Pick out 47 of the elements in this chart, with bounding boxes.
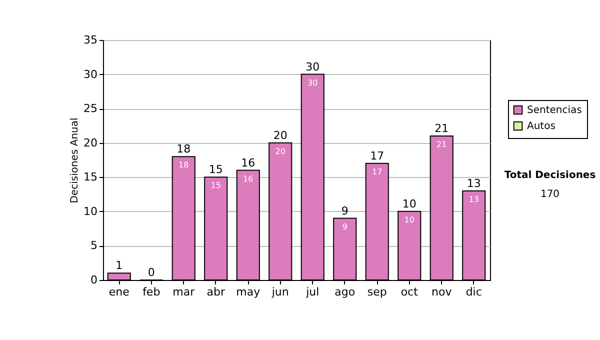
total-label: 18 xyxy=(176,142,191,156)
data-label: 30 xyxy=(308,78,318,88)
x-tick-label: nov xyxy=(432,286,452,298)
x-tick-label: ago xyxy=(334,286,356,298)
x-tick-label: dic xyxy=(466,286,482,298)
y-tick-label: 35 xyxy=(84,34,98,46)
text: Total Decisiones xyxy=(503,170,597,181)
total-label: 20 xyxy=(273,128,288,142)
data-label: 20 xyxy=(275,146,286,156)
x-tick-label: may xyxy=(236,286,261,298)
x-tick-label: mar xyxy=(172,286,196,298)
total-label: 1 xyxy=(116,259,123,272)
y-tick-label: 10 xyxy=(84,204,98,218)
x-tick-label: abr xyxy=(206,286,226,298)
data-label: 16 xyxy=(243,174,254,184)
x-tick-label: jul xyxy=(305,286,320,298)
total-label: 10 xyxy=(402,197,416,210)
text: 170 xyxy=(539,189,561,200)
total-label: 0 xyxy=(148,266,155,279)
legend-label: Autos xyxy=(527,121,556,132)
total-label: 21 xyxy=(434,122,449,135)
total-label: 13 xyxy=(466,176,481,190)
x-tick-label: sep xyxy=(367,286,387,298)
y-tick-label: 25 xyxy=(84,102,98,116)
y-tick-label: 0 xyxy=(90,274,98,286)
data-label: 18 xyxy=(178,160,189,170)
data-label: 10 xyxy=(404,215,414,224)
legend-label: Sentencias xyxy=(527,105,582,116)
total-label: 16 xyxy=(241,156,256,170)
data-label: 21 xyxy=(436,140,447,149)
data-label: 13 xyxy=(468,194,479,204)
total-label: 17 xyxy=(370,149,384,162)
y-tick-label: 15 xyxy=(84,170,98,184)
y-tick-label: 20 xyxy=(84,136,98,150)
data-label: 9 xyxy=(342,222,348,232)
x-tick-label: ene xyxy=(108,286,130,298)
y-tick-label: 30 xyxy=(84,68,98,81)
total-label: 15 xyxy=(208,163,223,176)
total-label: 9 xyxy=(341,204,348,218)
x-tick-label: oct xyxy=(400,286,419,298)
y-tick-label: 5 xyxy=(90,239,98,252)
y-axis-title: Decisiones Anual xyxy=(70,118,81,204)
total-label: 30 xyxy=(306,60,320,74)
data-label: 15 xyxy=(210,181,221,190)
data-label: 17 xyxy=(372,167,382,176)
x-tick-label: jun xyxy=(270,286,289,298)
x-tick-label: feb xyxy=(142,286,160,298)
